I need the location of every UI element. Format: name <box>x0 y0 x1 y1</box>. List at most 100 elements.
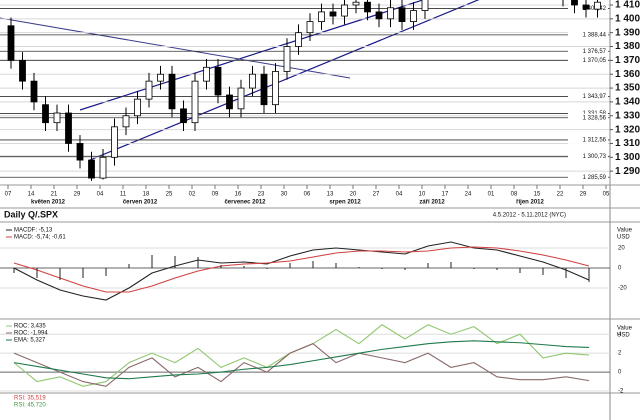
date-range: 4.5.2012 - 5.11.2012 (NYC) <box>493 213 566 219</box>
candle-body <box>594 1 601 10</box>
x-tick-label: 20 <box>350 192 357 198</box>
x-tick-label: 30 <box>281 192 288 198</box>
indicator-line <box>13 241 590 301</box>
y-tick-label: 1 380 <box>615 41 640 52</box>
month-label: květen 2012 <box>31 200 66 206</box>
legend-label: MACDF: -5,13 <box>14 228 53 234</box>
x-tick-label: 09 <box>212 192 219 198</box>
x-tick-label: 08 <box>511 192 518 198</box>
x-tick-label: 10 <box>419 192 426 198</box>
panel-title: Daily Q/.SPX <box>4 209 58 219</box>
level-label-bg <box>568 173 608 182</box>
month-label: září 2012 <box>419 200 445 206</box>
x-tick-label: 01 <box>488 192 495 198</box>
level-label: 1 300,73 <box>583 154 607 160</box>
x-tick-label: 25 <box>166 192 173 198</box>
y-label: Value <box>617 228 633 234</box>
candle-body <box>571 0 578 6</box>
y-tick-label: -20 <box>618 286 627 292</box>
y-tick-label: 1 290 <box>615 166 640 177</box>
candle-body <box>191 80 199 124</box>
x-tick-label: 17 <box>442 192 449 198</box>
level-label-bg <box>568 135 608 144</box>
candle-body <box>134 98 141 117</box>
y-tick-label: 1 410 <box>615 0 640 11</box>
candle-body <box>157 73 164 82</box>
x-tick-label: 04 <box>97 192 104 198</box>
y-tick-label: 1 370 <box>615 55 640 66</box>
y-label: Value <box>617 326 633 332</box>
candle-body <box>65 112 72 144</box>
y-tick-label: -2 <box>618 389 624 395</box>
level-label: 1 376,57 <box>583 49 607 55</box>
x-tick-label: 13 <box>327 192 334 198</box>
indicator-line <box>13 340 590 380</box>
y-tick-label: 1 340 <box>615 97 640 108</box>
x-tick-label: 23 <box>258 192 265 198</box>
candle-body <box>122 115 130 128</box>
trend-line <box>0 17 351 79</box>
candle-body <box>387 7 394 20</box>
candle-body <box>237 87 245 110</box>
month-label: červen 2012 <box>123 200 158 206</box>
candle-body <box>7 25 15 61</box>
y-tick-label: 1 320 <box>615 124 640 135</box>
candle-body <box>76 143 84 161</box>
y-tick-label: 1 360 <box>615 69 640 80</box>
level-label: 1 312,56 <box>583 137 607 143</box>
y-tick-label: 1 350 <box>615 83 640 94</box>
candle-body <box>272 71 279 106</box>
candle-body <box>364 1 371 13</box>
y-tick-label: 20 <box>618 246 625 252</box>
y-tick-label: 1 330 <box>615 110 640 121</box>
indicator-line <box>13 246 590 293</box>
y-tick-label: 4 <box>618 332 622 338</box>
level-label-bg <box>568 56 608 65</box>
y-tick-label: 1 300 <box>615 152 640 163</box>
level-label-bg <box>568 92 608 101</box>
candle-body <box>410 10 417 23</box>
x-tick-label: 18 <box>143 192 150 198</box>
candle-body <box>352 1 360 6</box>
indicator-line <box>13 343 590 387</box>
x-tick-label: 07 <box>5 192 12 198</box>
candle-body <box>226 94 233 110</box>
y-tick-label: 1 400 <box>615 13 640 24</box>
x-tick-label: 24 <box>465 192 472 198</box>
y-tick-label: 1 390 <box>615 27 640 38</box>
level-label: 1 370,05 <box>583 58 607 64</box>
month-label: srpen 2012 <box>329 200 361 206</box>
level-label: 1 285,59 <box>583 175 607 181</box>
y-tick-label: 0 <box>618 370 622 376</box>
candle-body <box>398 7 406 23</box>
candle-body <box>168 73 176 110</box>
level-label-bg <box>568 109 608 118</box>
level-label-bg <box>568 113 608 122</box>
level-label-bg <box>568 47 608 56</box>
candle-body <box>145 80 153 100</box>
x-tick-label: 27 <box>373 192 380 198</box>
candle-body <box>53 112 61 124</box>
x-tick-label: 29 <box>580 192 587 198</box>
y-label: USD <box>617 235 630 241</box>
y-label: USD <box>617 333 630 339</box>
candle-body <box>375 11 383 20</box>
candle-body <box>180 108 187 124</box>
x-tick-label: 21 <box>51 192 58 198</box>
y-tick-label: 0 <box>618 266 622 272</box>
level-label: 1 388,44 <box>583 32 607 38</box>
legend-label: ROC: -1,994 <box>14 331 48 337</box>
x-tick-label: 05 <box>603 192 610 198</box>
y-tick-label: 1 310 <box>615 138 640 149</box>
candle-body <box>111 126 118 158</box>
legend-label: RSI: 35,519 <box>14 396 46 402</box>
candle-body <box>295 32 302 47</box>
x-tick-label: 14 <box>28 192 35 198</box>
candle-body <box>214 66 222 96</box>
x-tick-label: 15 <box>534 192 541 198</box>
legend-label: RSI: 45,720 <box>14 403 46 409</box>
candle-body <box>99 156 107 179</box>
candle-body <box>341 4 348 17</box>
